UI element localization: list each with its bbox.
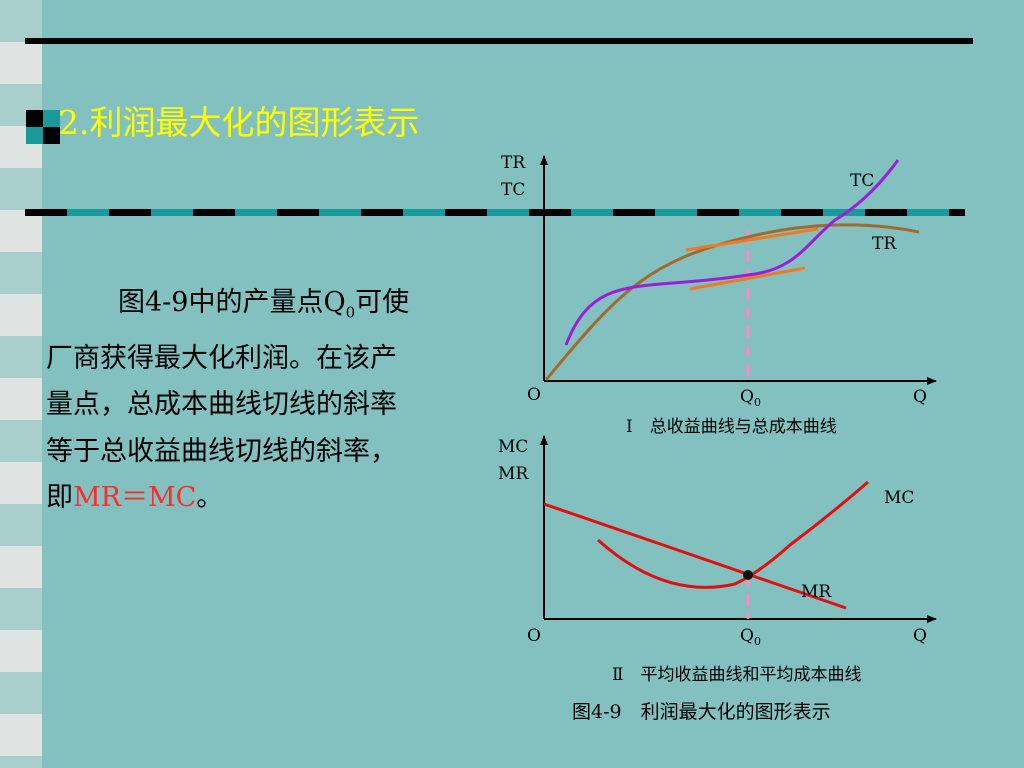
mc-mr-intersection-point xyxy=(743,570,753,580)
tc-curve-label: TC xyxy=(850,171,874,191)
bottom-q0-label: Q0 xyxy=(740,626,761,648)
bottom-y-label-mc: MC xyxy=(498,437,528,457)
tr-curve-label: TR xyxy=(872,234,897,254)
top-y-label-tc: TC xyxy=(501,180,525,200)
bottom-y-label-mr: MR xyxy=(498,464,529,484)
dashed-divider xyxy=(25,209,965,216)
top-y-label-tr: TR xyxy=(501,153,526,173)
explanation-paragraph: 图4-9中的产量点Q0可使 厂商获得最大化利润。在该产 量点，总成本曲线切线的斜… xyxy=(46,280,496,522)
title-bullet-icon xyxy=(26,110,60,144)
bottom-chart: MC MR O Q Q0 MC MR Ⅱ 平均收益曲线和平均成本曲线 xyxy=(498,435,937,685)
tr-tangent-line xyxy=(685,227,819,252)
mr-curve-label: MR xyxy=(801,582,832,602)
tr-curve xyxy=(544,223,920,381)
top-x-axis-label: Q xyxy=(913,387,927,407)
tc-curve xyxy=(564,159,900,346)
para-subscript: 0 xyxy=(345,303,356,322)
mc-curve-label: MC xyxy=(884,488,914,508)
mr-line xyxy=(543,502,847,610)
para-line: 厂商获得最大化利润。在该产 xyxy=(46,342,397,374)
slide-title: 2.利润最大化的图形表示 xyxy=(58,103,420,142)
para-text: 即 xyxy=(46,482,73,514)
mr-equals-mc-highlight: MR＝MC xyxy=(73,482,197,514)
para-text: 。 xyxy=(196,482,224,514)
para-line: 等于总收益曲线切线的斜率， xyxy=(46,435,397,467)
tc-tangent-line xyxy=(689,266,806,291)
top-origin-label: O xyxy=(527,385,541,405)
para-line: 量点，总成本曲线切线的斜率 xyxy=(46,389,397,421)
para-text: 可使 xyxy=(355,287,410,318)
top-rule xyxy=(25,38,973,44)
figure-caption: 图4-9 利润最大化的图形表示 xyxy=(572,701,831,723)
mc-curve xyxy=(596,480,869,589)
top-q0-label: Q0 xyxy=(740,387,761,409)
bottom-x-axis-label: Q xyxy=(913,626,927,646)
top-chart-caption: Ⅰ 总收益曲线与总成本曲线 xyxy=(626,417,837,437)
top-chart: TR TC O Q Q0 TC TR Ⅰ 总收益曲线与总成本曲线 xyxy=(501,153,937,437)
bottom-chart-caption: Ⅱ 平均收益曲线和平均成本曲线 xyxy=(612,665,862,685)
bottom-origin-label: O xyxy=(527,626,541,646)
para-text: 图4-9中的产量点Q xyxy=(118,287,346,318)
